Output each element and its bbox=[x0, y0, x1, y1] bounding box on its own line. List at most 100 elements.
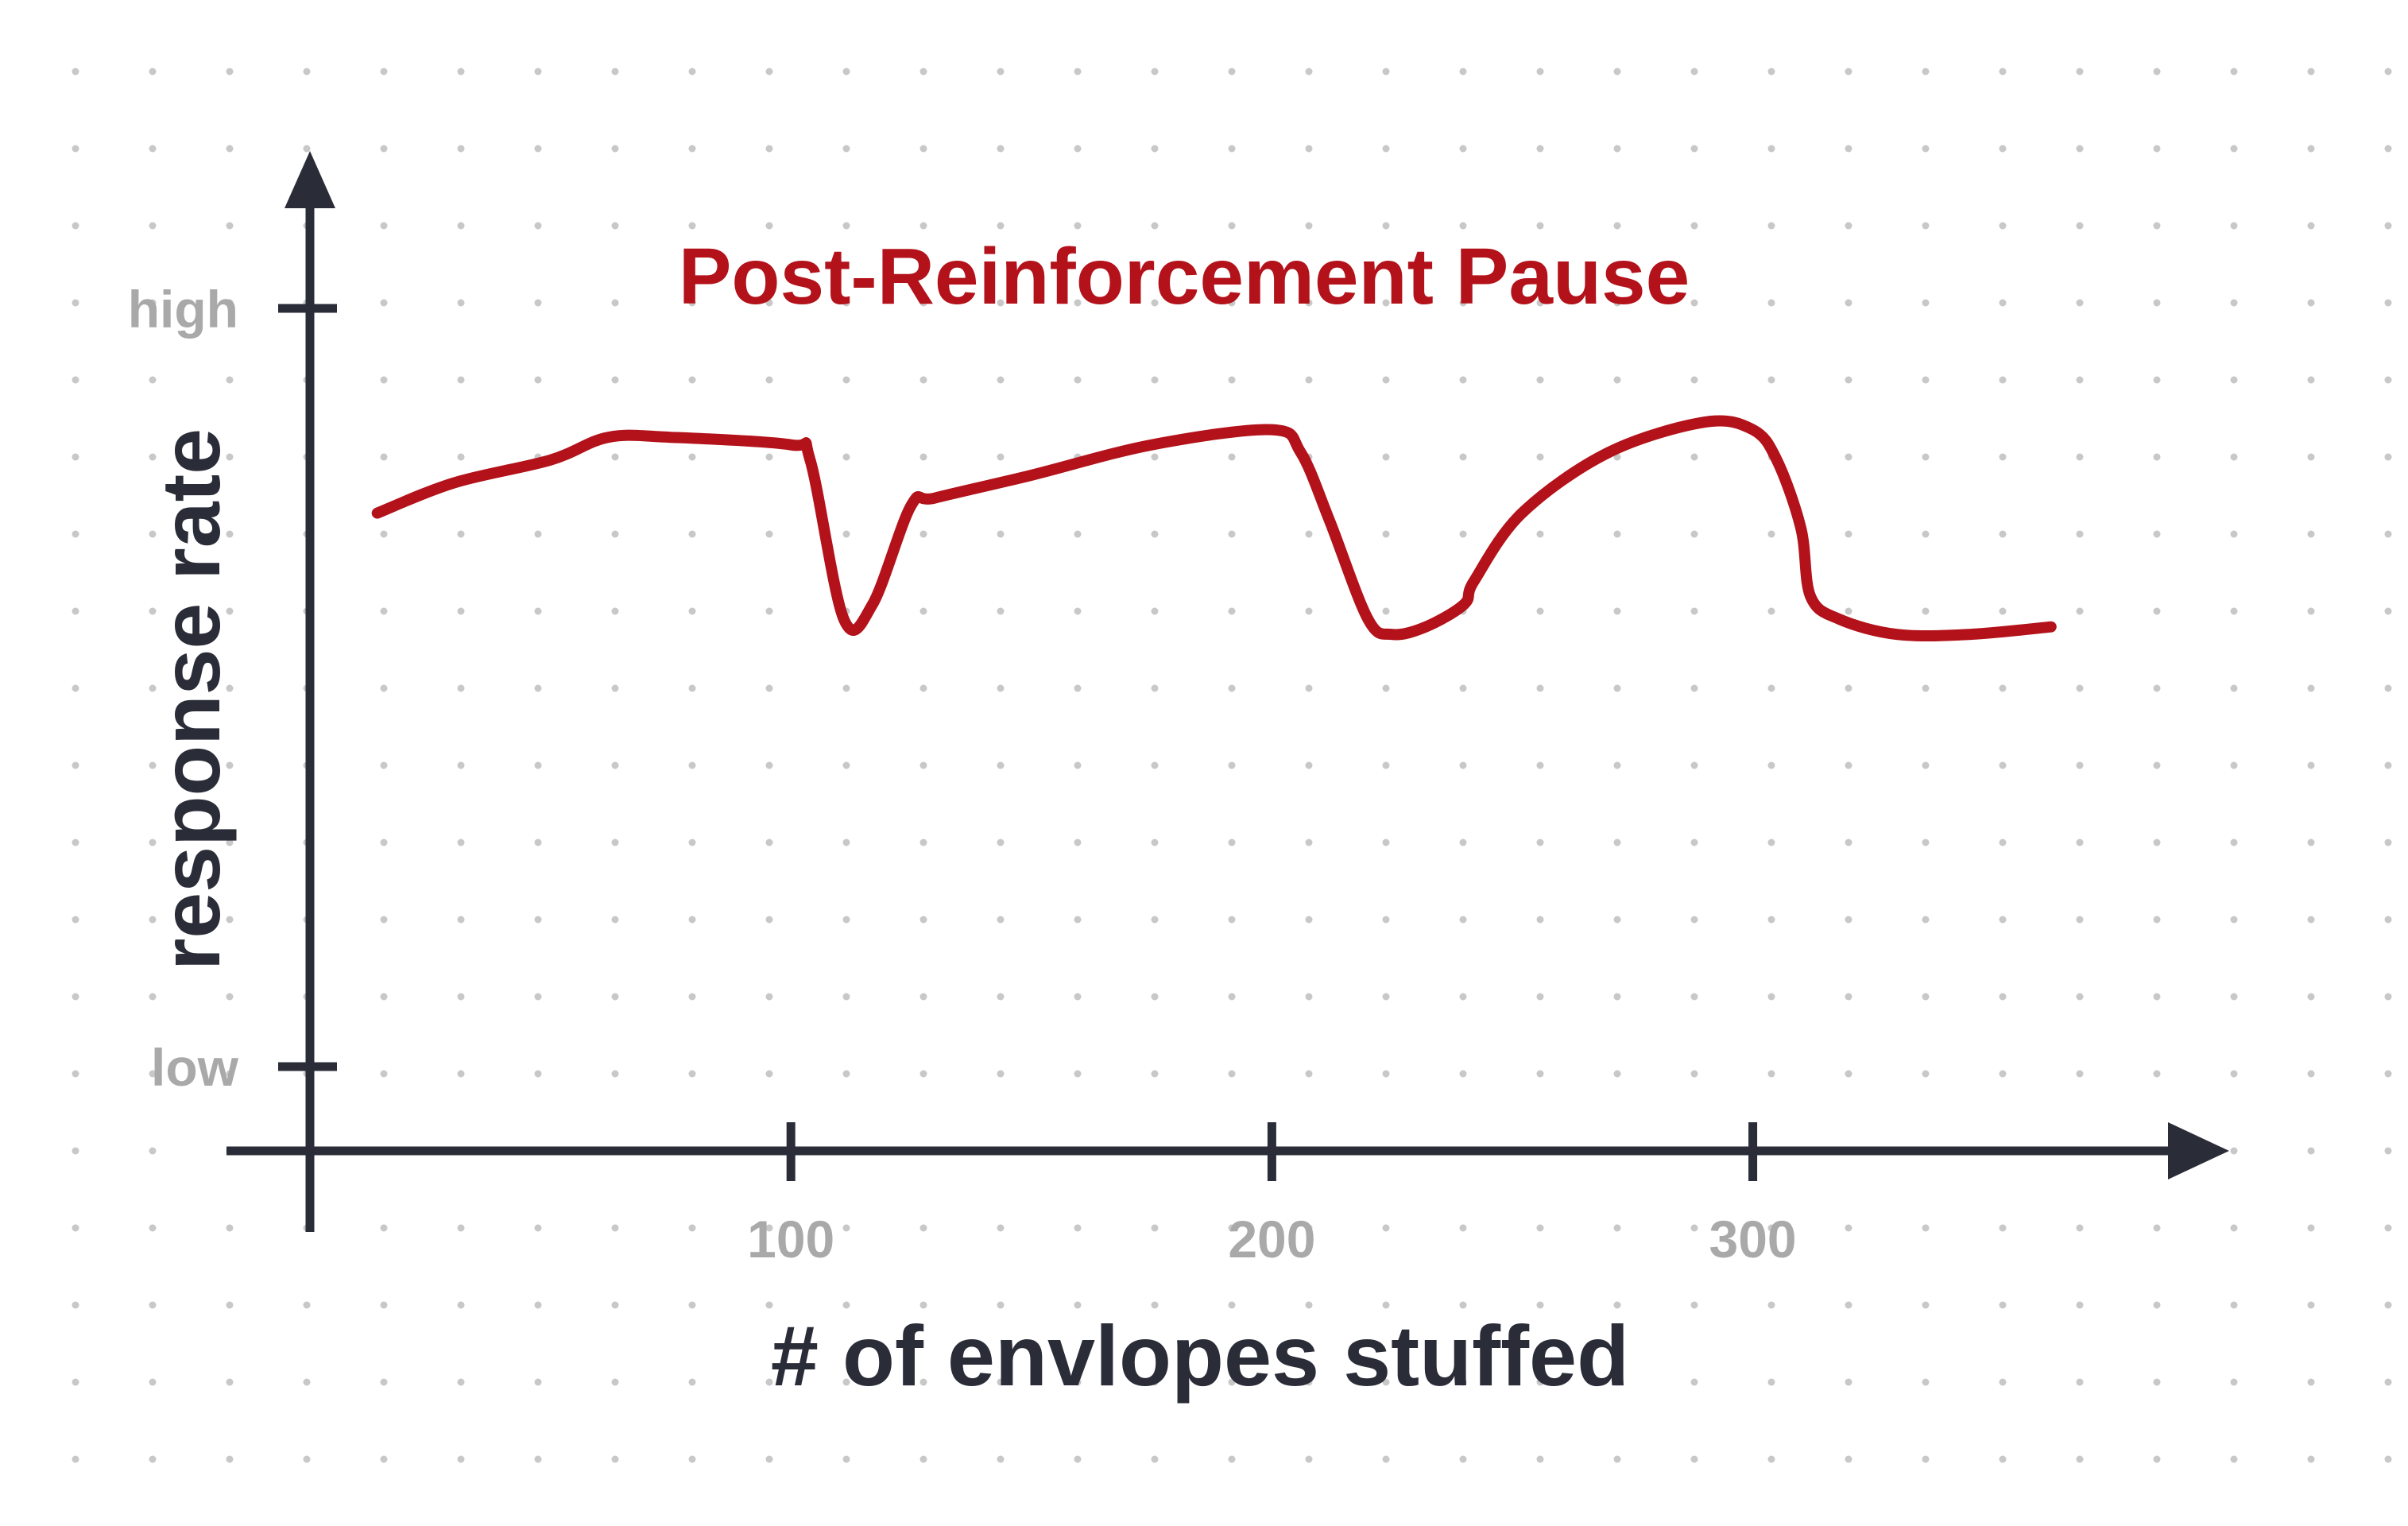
grid-dot bbox=[1999, 684, 2007, 692]
grid-dot bbox=[1305, 761, 1313, 769]
grid-dot bbox=[1228, 684, 1236, 692]
grid-dot bbox=[2230, 530, 2238, 538]
grid-dot bbox=[765, 1455, 773, 1463]
grid-dot bbox=[919, 839, 927, 846]
grid-dot bbox=[72, 1455, 79, 1463]
grid-dot bbox=[1690, 607, 1698, 615]
grid-dot bbox=[2307, 839, 2315, 846]
grid-dot bbox=[226, 145, 234, 153]
grid-dot bbox=[1536, 376, 1544, 384]
grid-dot bbox=[611, 222, 619, 230]
grid-dot bbox=[842, 1378, 850, 1386]
grid-dot bbox=[919, 1224, 927, 1232]
grid-dot bbox=[2230, 376, 2238, 384]
grid-dot bbox=[2153, 684, 2161, 692]
grid-dot bbox=[2307, 376, 2315, 384]
grid-dot bbox=[1151, 993, 1159, 1001]
grid-dot bbox=[149, 453, 157, 461]
series-line bbox=[371, 415, 2057, 642]
grid-dot bbox=[1767, 993, 1775, 1001]
grid-dot bbox=[534, 1224, 542, 1232]
grid-dot bbox=[611, 453, 619, 461]
grid-dot bbox=[534, 839, 542, 846]
grid-dot bbox=[2384, 222, 2392, 230]
grid-dot bbox=[149, 1070, 157, 1078]
grid-dot bbox=[1228, 1455, 1236, 1463]
grid-dot bbox=[1228, 68, 1236, 76]
grid-dot bbox=[2076, 1378, 2084, 1386]
grid-dot bbox=[380, 1301, 388, 1309]
grid-dot bbox=[1999, 145, 2007, 153]
grid-dot bbox=[1074, 761, 1082, 769]
grid-dot bbox=[2230, 607, 2238, 615]
grid-dot bbox=[1845, 376, 1852, 384]
grid-dot bbox=[1922, 916, 1930, 924]
grid-dot bbox=[919, 916, 927, 924]
grid-dot bbox=[2076, 607, 2084, 615]
grid-dot bbox=[1767, 299, 1775, 307]
grid-dot bbox=[997, 68, 1005, 76]
grid-dot bbox=[997, 299, 1005, 307]
grid-dot bbox=[842, 453, 850, 461]
grid-dot bbox=[842, 684, 850, 692]
grid-dot bbox=[380, 453, 388, 461]
grid-dot bbox=[1459, 993, 1467, 1001]
grid-dot bbox=[534, 684, 542, 692]
grid-dot bbox=[611, 916, 619, 924]
grid-dot bbox=[1382, 222, 1390, 230]
grid-dot bbox=[1999, 222, 2007, 230]
grid-dot bbox=[1845, 299, 1852, 307]
grid-dot bbox=[2076, 453, 2084, 461]
grid-dot bbox=[2153, 453, 2161, 461]
grid-dot bbox=[72, 761, 79, 769]
grid-dot bbox=[1613, 1224, 1621, 1232]
grid-dot bbox=[997, 916, 1005, 924]
grid-dot bbox=[149, 993, 157, 1001]
grid-dot bbox=[2384, 1301, 2392, 1309]
grid-dot bbox=[1151, 607, 1159, 615]
grid-dot bbox=[1151, 761, 1159, 769]
grid-dot bbox=[303, 68, 311, 76]
grid-dot bbox=[1459, 1378, 1467, 1386]
grid-dot bbox=[1999, 1224, 2007, 1232]
grid-dot bbox=[1305, 1224, 1313, 1232]
grid-dot bbox=[457, 839, 465, 846]
grid-dot bbox=[2076, 684, 2084, 692]
grid-dot bbox=[457, 222, 465, 230]
grid-dot bbox=[2384, 453, 2392, 461]
grid-dot bbox=[997, 684, 1005, 692]
grid-dot bbox=[1767, 222, 1775, 230]
grid-dot bbox=[1536, 1455, 1544, 1463]
grid-dot bbox=[842, 916, 850, 924]
grid-dot bbox=[226, 1301, 234, 1309]
grid-dot bbox=[303, 1378, 311, 1386]
grid-dot bbox=[611, 1455, 619, 1463]
grid-dot bbox=[2230, 916, 2238, 924]
grid-dot bbox=[765, 1070, 773, 1078]
grid-dot bbox=[226, 1455, 234, 1463]
grid-dot bbox=[688, 299, 696, 307]
grid-dot bbox=[688, 1070, 696, 1078]
grid-dot bbox=[1536, 68, 1544, 76]
grid-dot bbox=[457, 1070, 465, 1078]
grid-dot bbox=[1999, 530, 2007, 538]
grid-dot bbox=[1999, 299, 2007, 307]
grid-dot bbox=[765, 684, 773, 692]
grid-dot bbox=[1382, 607, 1390, 615]
grid-dot bbox=[1382, 684, 1390, 692]
grid-dot bbox=[149, 299, 157, 307]
grid-dot bbox=[1074, 530, 1082, 538]
grid-dot bbox=[2307, 916, 2315, 924]
grid-dot bbox=[534, 993, 542, 1001]
grid-dot bbox=[534, 222, 542, 230]
grid-dot bbox=[842, 839, 850, 846]
grid-dot bbox=[1922, 761, 1930, 769]
grid-dot bbox=[226, 1070, 234, 1078]
grid-dot bbox=[72, 1224, 79, 1232]
grid-dot bbox=[1922, 376, 1930, 384]
grid-dot bbox=[1690, 993, 1698, 1001]
grid-dot bbox=[303, 1301, 311, 1309]
grid-dot bbox=[1074, 1301, 1082, 1309]
grid-dot bbox=[1767, 1455, 1775, 1463]
grid-dot bbox=[765, 222, 773, 230]
